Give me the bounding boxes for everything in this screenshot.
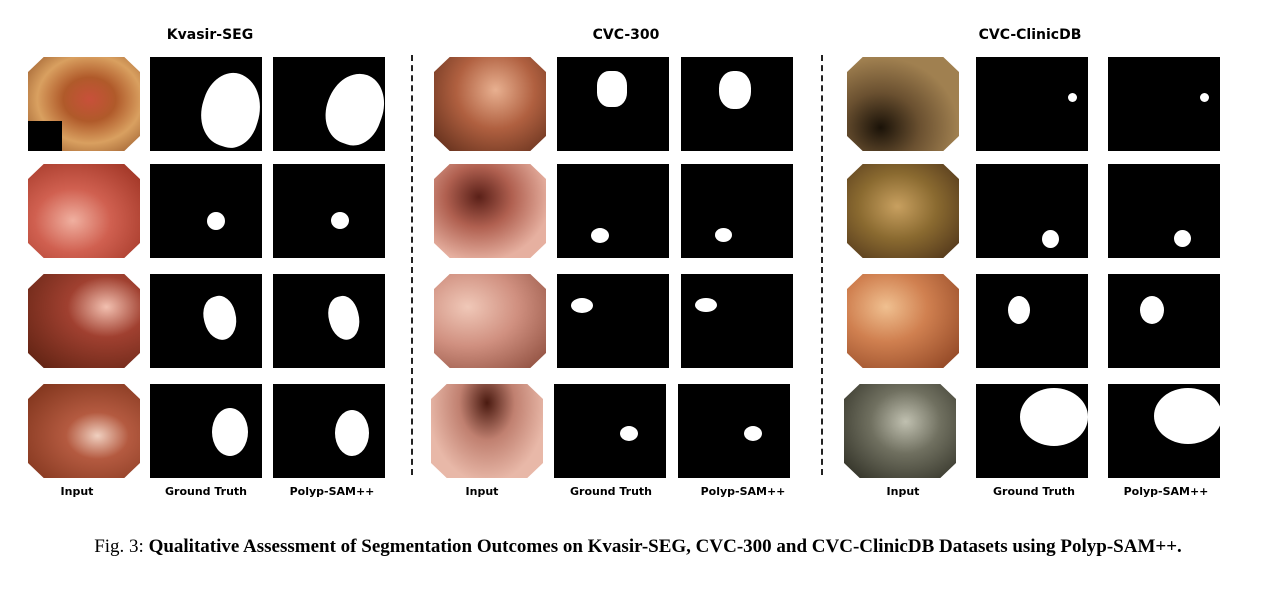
prediction-mask bbox=[273, 164, 385, 258]
column-label-ground-truth: Ground Truth bbox=[164, 485, 248, 498]
ground-truth-mask bbox=[150, 57, 262, 151]
input-image bbox=[28, 384, 140, 478]
input-image bbox=[844, 384, 956, 478]
prediction-mask bbox=[681, 274, 793, 368]
ground-truth-mask bbox=[150, 384, 262, 478]
figure-caption: Fig. 3: Qualitative Assessment of Segmen… bbox=[58, 534, 1218, 559]
column-label-input: Input bbox=[465, 485, 499, 498]
input-image bbox=[434, 164, 546, 258]
ground-truth-mask bbox=[150, 164, 262, 258]
prediction-mask bbox=[273, 274, 385, 368]
prediction-mask bbox=[678, 384, 790, 478]
column-label-ground-truth: Ground Truth bbox=[569, 485, 653, 498]
ground-truth-mask bbox=[150, 274, 262, 368]
ground-truth-mask bbox=[976, 274, 1088, 368]
caption-text: Qualitative Assessment of Segmentation O… bbox=[148, 536, 1182, 557]
input-image bbox=[431, 384, 543, 478]
input-image bbox=[28, 164, 140, 258]
group-title-kvasir: Kvasir-SEG bbox=[166, 27, 254, 43]
input-image bbox=[847, 164, 959, 258]
column-label-prediction: Polyp-SAM++ bbox=[1123, 485, 1209, 498]
prediction-mask bbox=[1108, 384, 1220, 478]
ground-truth-mask bbox=[557, 57, 669, 151]
prediction-mask bbox=[681, 57, 793, 151]
column-label-prediction: Polyp-SAM++ bbox=[700, 485, 786, 498]
group-title-cvc300: CVC-300 bbox=[592, 27, 660, 43]
group-divider-left bbox=[411, 55, 413, 475]
column-label-ground-truth: Ground Truth bbox=[992, 485, 1076, 498]
input-image bbox=[28, 57, 140, 151]
input-image bbox=[434, 274, 546, 368]
ground-truth-mask bbox=[976, 384, 1088, 478]
prediction-mask bbox=[273, 384, 385, 478]
ground-truth-mask bbox=[557, 274, 669, 368]
caption-prefix: Fig. 3: bbox=[94, 536, 149, 557]
prediction-mask bbox=[273, 57, 385, 151]
prediction-mask bbox=[681, 164, 793, 258]
ground-truth-mask bbox=[557, 164, 669, 258]
column-label-input: Input bbox=[60, 485, 94, 498]
group-divider-right bbox=[821, 55, 823, 475]
group-title-clinicdb: CVC-ClinicDB bbox=[978, 27, 1082, 43]
prediction-mask bbox=[1108, 164, 1220, 258]
prediction-mask bbox=[1108, 57, 1220, 151]
ground-truth-mask bbox=[976, 57, 1088, 151]
input-image bbox=[28, 274, 140, 368]
input-image bbox=[847, 57, 959, 151]
ground-truth-mask bbox=[976, 164, 1088, 258]
ground-truth-mask bbox=[554, 384, 666, 478]
column-label-input: Input bbox=[886, 485, 920, 498]
input-image bbox=[434, 57, 546, 151]
input-image bbox=[847, 274, 959, 368]
column-label-prediction: Polyp-SAM++ bbox=[289, 485, 375, 498]
prediction-mask bbox=[1108, 274, 1220, 368]
